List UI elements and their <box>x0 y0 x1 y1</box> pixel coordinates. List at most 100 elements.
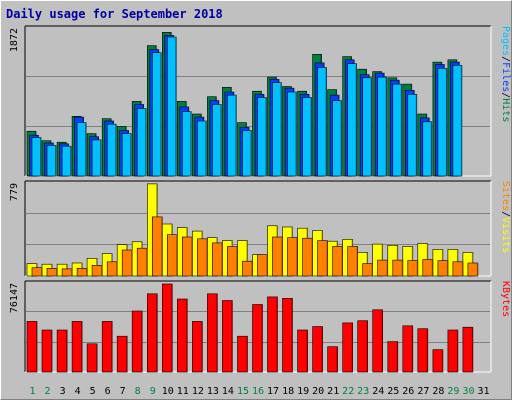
bar-pages-day-14 <box>227 94 237 177</box>
x-tick-label-day-3: 3 <box>60 386 66 397</box>
bar-sites-day-14 <box>227 246 238 277</box>
bar-pages-day-5 <box>91 139 102 177</box>
x-tick-label-day-8: 8 <box>135 386 141 397</box>
bar-pages-day-26 <box>407 94 418 177</box>
bar-kbytes-day-20 <box>312 326 323 373</box>
bar-kbytes-day-18 <box>282 297 293 373</box>
bar-pages-day-23 <box>362 77 373 177</box>
bar-pages-day-25 <box>392 83 403 177</box>
bar-sites-day-27 <box>422 259 434 277</box>
legend-separator: / <box>500 92 511 98</box>
bar-sites-day-13 <box>212 242 223 277</box>
bar-kbytes-day-24 <box>372 309 384 373</box>
x-tick-label-day-4: 4 <box>75 386 81 397</box>
bar-sites-day-22 <box>347 246 359 277</box>
bar-pages-day-13 <box>212 104 222 177</box>
x-tick-label-day-28: 28 <box>432 386 444 397</box>
bar-kbytes-day-10 <box>162 283 173 373</box>
x-tick-label-day-24: 24 <box>372 386 384 397</box>
x-tick-label-day-23: 23 <box>357 386 369 397</box>
x-tick-label-day-30: 30 <box>462 386 474 397</box>
bar-sites-day-9 <box>152 216 163 277</box>
bar-kbytes-day-2 <box>41 329 53 373</box>
bar-sites-day-12 <box>197 238 208 277</box>
x-tick-label-day-20: 20 <box>312 386 324 397</box>
x-tick-label-day-19: 19 <box>297 386 309 397</box>
bar-sites-day-23 <box>362 263 374 277</box>
bar-kbytes-day-5 <box>86 343 98 373</box>
x-tick-label-day-31: 31 <box>477 386 489 397</box>
bar-pages-day-7 <box>121 133 132 177</box>
y-axis-max-label: 76147 <box>9 283 20 313</box>
bar-kbytes-day-16 <box>252 304 263 373</box>
bar-sites-day-10 <box>167 234 178 277</box>
bar-pages-day-15 <box>242 130 252 177</box>
bar-kbytes-day-30 <box>462 326 474 373</box>
bar-kbytes-day-8 <box>131 310 143 373</box>
bar-sites-day-19 <box>302 237 313 277</box>
bar-sites-day-21 <box>332 246 343 277</box>
bar-kbytes-day-9 <box>147 293 158 373</box>
bar-sites-day-24 <box>377 259 389 277</box>
bar-pages-day-4 <box>76 122 87 177</box>
bar-pages-day-12 <box>197 120 207 177</box>
legend-item-kbytes: KBytes <box>500 281 511 317</box>
legend-item-visits: Visits <box>500 217 511 253</box>
x-tick-label-day-11: 11 <box>177 386 189 397</box>
bar-kbytes-day-27 <box>417 328 429 373</box>
x-tick-label-day-10: 10 <box>162 386 174 397</box>
bar-pages-day-18 <box>287 91 297 177</box>
bar-pages-day-6 <box>106 123 117 177</box>
legend-kbytes: KBytes <box>500 281 511 317</box>
x-tick-label-day-29: 29 <box>447 386 459 397</box>
bar-sites-day-16 <box>257 254 268 277</box>
bar-sites-day-17 <box>272 236 283 277</box>
legend-item-hits: Hits <box>500 98 511 122</box>
bar-kbytes-day-15 <box>237 335 248 373</box>
x-tick-label-day-27: 27 <box>417 386 429 397</box>
bar-kbytes-day-23 <box>357 320 369 373</box>
x-tick-label-day-26: 26 <box>402 386 414 397</box>
bar-sites-day-25 <box>392 259 404 277</box>
bar-kbytes-day-25 <box>387 341 399 373</box>
bar-sites-day-29 <box>452 261 464 277</box>
bar-kbytes-day-21 <box>327 346 338 373</box>
bar-pages-day-16 <box>257 97 267 177</box>
bar-sites-day-3 <box>61 268 73 277</box>
bar-kbytes-day-19 <box>297 329 308 373</box>
bar-kbytes-day-1 <box>26 321 38 373</box>
bar-pages-day-17 <box>272 82 282 177</box>
bar-sites-day-8 <box>136 247 148 277</box>
chart-title: Daily usage for September 2018 <box>6 7 223 21</box>
x-tick-label-day-15: 15 <box>237 386 249 397</box>
bar-kbytes-day-28 <box>432 349 444 373</box>
legend-visits_sites: Sites/Visits <box>500 181 511 253</box>
legend-separator: / <box>500 211 511 217</box>
bar-sites-day-6 <box>106 261 118 277</box>
x-tick-label-day-14: 14 <box>222 386 234 397</box>
bar-kbytes-day-26 <box>402 325 414 373</box>
bar-pages-day-29 <box>452 65 463 177</box>
bar-pages-day-1 <box>31 137 42 177</box>
x-tick-label-day-18: 18 <box>282 386 294 397</box>
legend-separator: / <box>500 56 511 62</box>
bar-kbytes-day-14 <box>222 300 233 373</box>
bar-pages-day-28 <box>437 68 448 177</box>
bar-sites-day-15 <box>242 260 253 277</box>
bar-kbytes-day-22 <box>342 322 354 373</box>
bar-sites-day-30 <box>467 262 479 277</box>
bar-pages-day-20 <box>317 67 327 177</box>
bar-kbytes-day-17 <box>267 296 278 373</box>
bar-kbytes-day-7 <box>116 335 128 373</box>
bar-kbytes-day-4 <box>71 321 83 373</box>
x-tick-label-day-9: 9 <box>150 386 156 397</box>
bar-sites-day-11 <box>182 236 193 277</box>
x-tick-label-day-17: 17 <box>267 386 279 397</box>
x-tick-label-day-13: 13 <box>207 386 219 397</box>
bar-pages-day-8 <box>136 108 147 177</box>
bar-pages-day-24 <box>377 76 388 177</box>
bar-pages-day-21 <box>332 100 342 177</box>
x-tick-label-day-16: 16 <box>252 386 264 397</box>
x-tick-label-day-21: 21 <box>327 386 339 397</box>
y-axis-max-label: 779 <box>9 183 20 201</box>
